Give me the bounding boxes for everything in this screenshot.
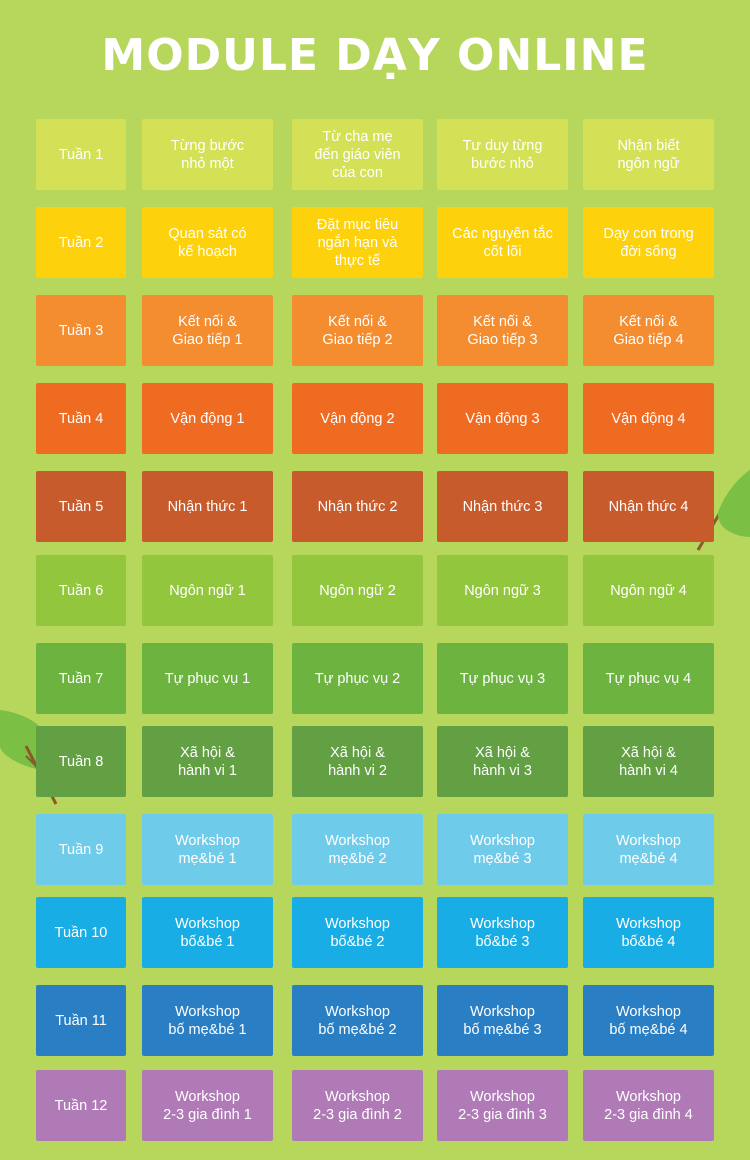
week-label: Tuần 9 — [36, 814, 126, 885]
week-label: Tuần 5 — [36, 471, 126, 542]
module-cell: Workshop bố&bé 3 — [437, 897, 568, 968]
module-cell: Ngôn ngữ 3 — [437, 555, 568, 626]
page-title: MODULE DẠY ONLINE — [101, 30, 649, 81]
module-cell: Workshop bố mẹ&bé 3 — [437, 985, 568, 1056]
module-cell: Workshop 2-3 gia đình 2 — [292, 1070, 423, 1141]
module-cell: Ngôn ngữ 4 — [583, 555, 714, 626]
module-cell: Nhận thức 3 — [437, 471, 568, 542]
module-cell: Workshop 2-3 gia đình 4 — [583, 1070, 714, 1141]
module-cell: Quan sát có kế hoạch — [142, 207, 273, 278]
module-cell: Xã hội & hành vi 3 — [437, 726, 568, 797]
module-cell: Kết nối & Giao tiếp 1 — [142, 295, 273, 366]
module-cell: Các nguyên tắc cốt lõi — [437, 207, 568, 278]
week-label: Tuần 4 — [36, 383, 126, 454]
week-label: Tuần 12 — [36, 1070, 126, 1141]
module-cell: Workshop bố mẹ&bé 2 — [292, 985, 423, 1056]
module-cell: Workshop mẹ&bé 3 — [437, 814, 568, 885]
module-cell: Xã hội & hành vi 4 — [583, 726, 714, 797]
module-cell: Workshop 2-3 gia đình 1 — [142, 1070, 273, 1141]
module-cell: Tự phục vụ 3 — [437, 643, 568, 714]
module-cell: Workshop mẹ&bé 1 — [142, 814, 273, 885]
week-label: Tuần 10 — [36, 897, 126, 968]
week-label: Tuần 1 — [36, 119, 126, 190]
module-cell: Từng bước nhỏ một — [142, 119, 273, 190]
module-cell: Kết nối & Giao tiếp 4 — [583, 295, 714, 366]
module-cell: Workshop mẹ&bé 4 — [583, 814, 714, 885]
week-label: Tuần 7 — [36, 643, 126, 714]
module-cell: Tự phục vụ 1 — [142, 643, 273, 714]
module-cell: Kết nối & Giao tiếp 3 — [437, 295, 568, 366]
module-cell: Vận động 1 — [142, 383, 273, 454]
module-cell: Ngôn ngữ 1 — [142, 555, 273, 626]
module-cell: Tự phục vụ 2 — [292, 643, 423, 714]
module-cell: Workshop bố mẹ&bé 4 — [583, 985, 714, 1056]
module-cell: Xã hội & hành vi 1 — [142, 726, 273, 797]
module-cell: Workshop 2-3 gia đình 3 — [437, 1070, 568, 1141]
module-cell: Dạy con trong đời sống — [583, 207, 714, 278]
module-cell: Workshop bố&bé 4 — [583, 897, 714, 968]
module-cell: Workshop bố&bé 1 — [142, 897, 273, 968]
module-cell: Workshop bố&bé 2 — [292, 897, 423, 968]
module-cell: Vận động 4 — [583, 383, 714, 454]
module-cell: Đặt mục tiêu ngắn hạn và thực tế — [292, 207, 423, 278]
module-cell: Xã hội & hành vi 2 — [292, 726, 423, 797]
module-cell: Kết nối & Giao tiếp 2 — [292, 295, 423, 366]
module-cell: Tư duy từng bước nhỏ — [437, 119, 568, 190]
module-cell: Tự phục vụ 4 — [583, 643, 714, 714]
module-cell: Workshop mẹ&bé 2 — [292, 814, 423, 885]
module-cell: Ngôn ngữ 2 — [292, 555, 423, 626]
module-cell: Từ cha mẹ đến giáo viên của con — [292, 119, 423, 190]
week-label: Tuần 2 — [36, 207, 126, 278]
module-cell: Vận động 3 — [437, 383, 568, 454]
module-cell: Nhận thức 2 — [292, 471, 423, 542]
module-cell: Vận động 2 — [292, 383, 423, 454]
module-cell: Workshop bố mẹ&bé 1 — [142, 985, 273, 1056]
week-label: Tuần 8 — [36, 726, 126, 797]
week-label: Tuần 3 — [36, 295, 126, 366]
week-label: Tuần 11 — [36, 985, 126, 1056]
module-cell: Nhận thức 4 — [583, 471, 714, 542]
module-cell: Nhận biết ngôn ngữ — [583, 119, 714, 190]
module-cell: Nhận thức 1 — [142, 471, 273, 542]
week-label: Tuần 6 — [36, 555, 126, 626]
